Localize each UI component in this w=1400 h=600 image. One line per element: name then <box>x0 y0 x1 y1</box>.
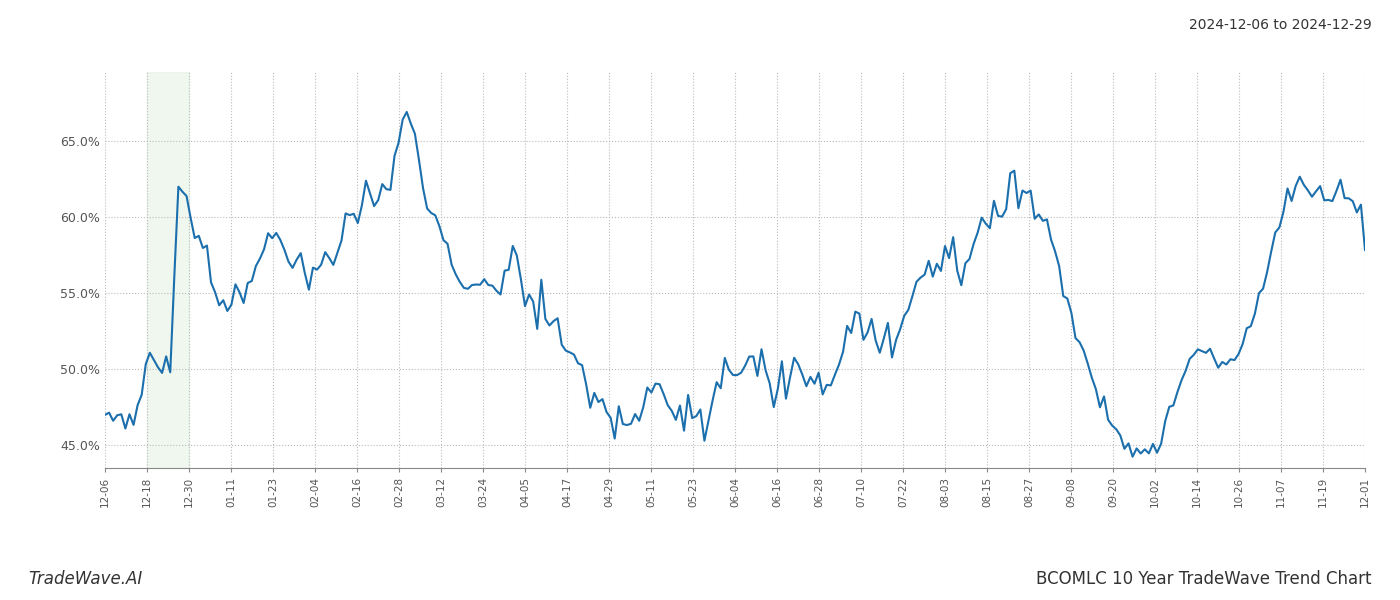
Text: BCOMLC 10 Year TradeWave Trend Chart: BCOMLC 10 Year TradeWave Trend Chart <box>1036 570 1372 588</box>
Text: TradeWave.AI: TradeWave.AI <box>28 570 143 588</box>
Bar <box>147 72 189 468</box>
Text: 2024-12-06 to 2024-12-29: 2024-12-06 to 2024-12-29 <box>1189 18 1372 32</box>
